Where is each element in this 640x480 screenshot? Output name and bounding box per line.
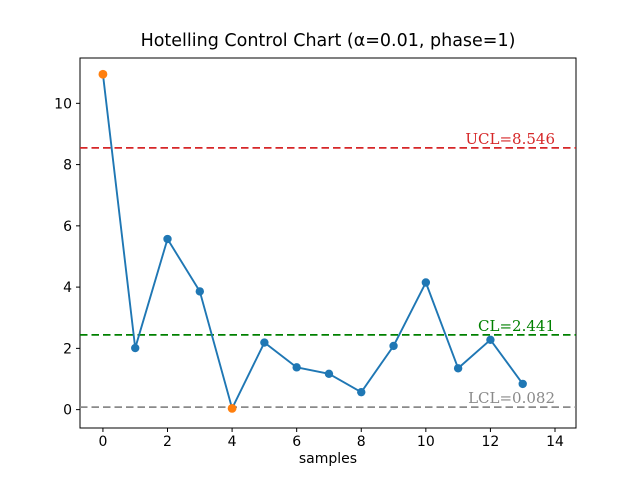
- data-point-marker: [195, 287, 205, 296]
- series-line: [101, 74, 524, 410]
- out-of-control-marker: [227, 403, 237, 413]
- data-point-marker: [292, 363, 301, 372]
- cl-label: CL=2.441: [478, 317, 555, 335]
- x-tick-label: 2: [163, 434, 172, 450]
- y-tick-label: 8: [63, 158, 72, 174]
- x-tick-label: 14: [546, 434, 564, 450]
- x-tick-label: 10: [417, 434, 435, 450]
- data-point-marker: [131, 343, 140, 353]
- x-axis-label: samples: [298, 451, 358, 467]
- data-point-marker: [518, 379, 527, 389]
- data-point-marker: [486, 335, 495, 344]
- y-tick-label: 0: [63, 403, 72, 419]
- x-tick-label: 6: [292, 434, 301, 450]
- data-point-marker: [421, 278, 431, 287]
- data-point-marker: [260, 338, 269, 347]
- x-tick-label: 12: [482, 434, 500, 450]
- y-tick-label: 10: [54, 96, 72, 112]
- chart-title: Hotelling Control Chart (α=0.01, phase=1…: [140, 31, 516, 51]
- y-tick-label: 2: [63, 341, 72, 357]
- lcl-label: LCL=0.082: [468, 389, 555, 407]
- x-tick-label: 0: [98, 434, 107, 450]
- x-tick-label: 8: [357, 434, 366, 450]
- data-point-marker: [389, 341, 398, 351]
- ucl-label: UCL=8.546: [465, 130, 555, 148]
- out-of-control-marker: [98, 69, 108, 79]
- data-point-marker: [357, 387, 366, 397]
- data-point-marker: [324, 369, 334, 378]
- x-tick-label: 4: [228, 434, 237, 450]
- data-point-marker: [163, 234, 172, 244]
- data-point-marker: [453, 364, 463, 373]
- plot-border: [79, 57, 577, 429]
- y-tick-label: 6: [63, 219, 72, 235]
- y-tick-label: 4: [63, 280, 72, 296]
